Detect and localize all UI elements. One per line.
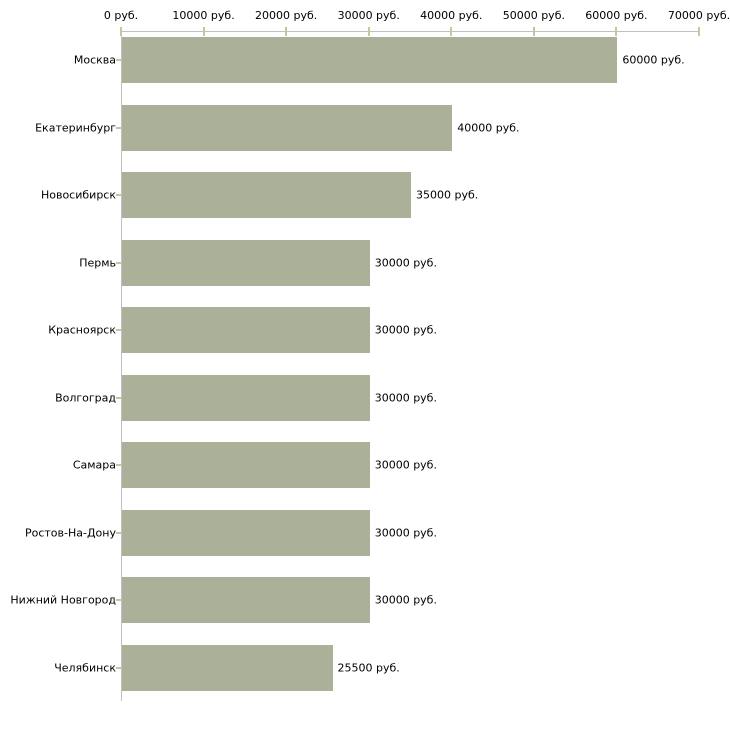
x-tick-label: 10000 руб. [172,9,235,22]
y-tick [116,261,121,264]
x-tick [450,27,453,36]
x-axis-line [121,31,700,32]
x-tick-label: 50000 руб. [502,9,565,22]
y-tick [116,531,121,534]
value-label: 30000 руб. [374,256,437,269]
x-tick [615,27,618,36]
bar [122,172,411,218]
x-tick [367,27,370,36]
bar [122,577,370,623]
y-tick [116,599,121,601]
x-tick-label: 20000 руб. [255,9,318,22]
category-label: Пермь [79,256,116,269]
bar [122,442,370,488]
category-label: Красноярск [48,323,116,337]
y-tick [116,329,121,331]
x-tick [698,27,700,36]
x-tick-label: 0 руб. [103,9,139,22]
y-tick [116,464,121,466]
x-tick [532,27,535,36]
bar [122,239,370,286]
category-label: Самара [72,458,116,472]
y-tick [116,194,121,196]
x-tick [285,27,288,36]
bar [122,509,370,556]
category-label: Волгоград [55,391,116,404]
category-label: Новосибирск [40,188,116,202]
x-tick [120,27,122,36]
bar [122,374,370,421]
value-label: 35000 руб. [416,188,479,202]
value-label: 30000 руб. [374,526,437,539]
y-tick [116,666,121,669]
category-label: Ростов-На-Дону [24,526,116,539]
x-tick-label: 30000 руб. [337,9,400,22]
x-tick [202,27,205,36]
bar [122,104,453,151]
category-label: Челябинск [54,661,116,674]
category-label: Москва [73,53,116,67]
value-label: 40000 руб. [457,121,520,134]
value-label: 30000 руб. [374,593,437,607]
value-label: 30000 руб. [374,458,437,472]
bar [122,307,370,353]
y-tick [116,396,121,399]
x-tick-label: 40000 руб. [420,9,483,22]
category-label: Екатеринбург [35,121,116,134]
value-label: 30000 руб. [374,391,437,404]
value-label: 30000 руб. [374,323,437,337]
x-tick-label: 70000 руб. [667,9,730,22]
bar [122,37,618,83]
bar [122,644,333,691]
value-label: 25500 руб. [337,661,400,674]
category-label: Нижний Новгород [10,593,116,607]
y-tick [116,59,121,61]
value-label: 60000 руб. [622,53,685,67]
x-tick-label: 60000 руб. [585,9,648,22]
y-axis-line [121,31,122,701]
y-tick [116,126,121,129]
